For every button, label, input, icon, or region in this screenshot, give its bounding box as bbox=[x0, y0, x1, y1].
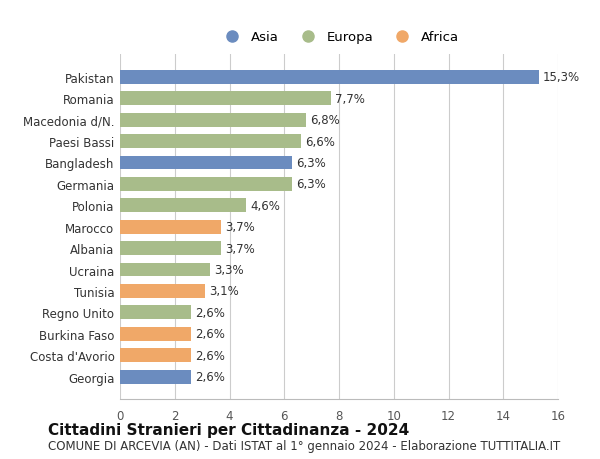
Text: 6,3%: 6,3% bbox=[296, 157, 326, 170]
Text: 3,7%: 3,7% bbox=[226, 242, 255, 255]
Bar bbox=[120, 306, 191, 319]
Text: 6,3%: 6,3% bbox=[296, 178, 326, 191]
Text: 7,7%: 7,7% bbox=[335, 93, 365, 106]
Bar bbox=[120, 241, 221, 256]
Text: COMUNE DI ARCEVIA (AN) - Dati ISTAT al 1° gennaio 2024 - Elaborazione TUTTITALIA: COMUNE DI ARCEVIA (AN) - Dati ISTAT al 1… bbox=[48, 439, 560, 452]
Text: 2,6%: 2,6% bbox=[195, 306, 225, 319]
Text: 6,8%: 6,8% bbox=[310, 114, 340, 127]
Text: 2,6%: 2,6% bbox=[195, 370, 225, 383]
Text: 3,7%: 3,7% bbox=[226, 221, 255, 234]
Bar bbox=[120, 178, 292, 191]
Bar bbox=[120, 113, 306, 127]
Text: 2,6%: 2,6% bbox=[195, 349, 225, 362]
Bar bbox=[120, 284, 205, 298]
Text: 2,6%: 2,6% bbox=[195, 328, 225, 341]
Text: 3,3%: 3,3% bbox=[214, 263, 244, 276]
Bar bbox=[120, 263, 211, 277]
Legend: Asia, Europa, Africa: Asia, Europa, Africa bbox=[215, 27, 463, 48]
Text: 15,3%: 15,3% bbox=[543, 71, 580, 84]
Bar bbox=[120, 348, 191, 362]
Bar bbox=[120, 199, 246, 213]
Bar bbox=[120, 135, 301, 149]
Bar bbox=[120, 327, 191, 341]
Text: 3,1%: 3,1% bbox=[209, 285, 239, 298]
Bar bbox=[120, 220, 221, 234]
Bar bbox=[120, 92, 331, 106]
Bar bbox=[120, 156, 292, 170]
Text: Cittadini Stranieri per Cittadinanza - 2024: Cittadini Stranieri per Cittadinanza - 2… bbox=[48, 422, 409, 437]
Bar bbox=[120, 71, 539, 84]
Text: 6,6%: 6,6% bbox=[305, 135, 335, 148]
Bar bbox=[120, 370, 191, 384]
Text: 4,6%: 4,6% bbox=[250, 199, 280, 213]
